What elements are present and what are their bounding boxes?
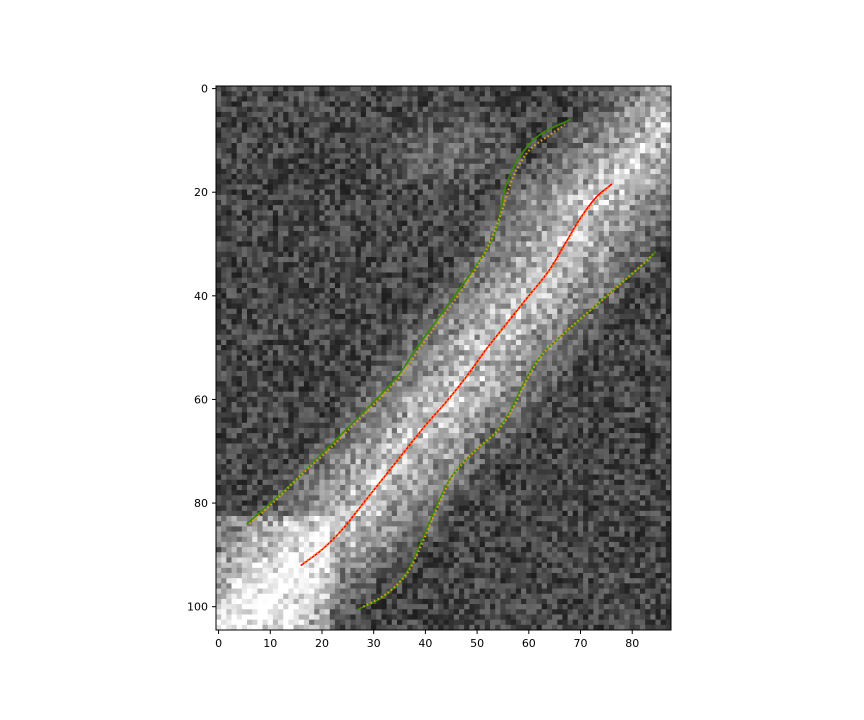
series-lower-boundary-fit — [357, 251, 657, 611]
x-tick-label: 70 — [574, 637, 588, 650]
series-lower-boundary-points — [362, 253, 654, 608]
series-upper-boundary-points — [248, 123, 566, 525]
y-tick-label: 0 — [201, 83, 208, 96]
axes-frame — [215, 85, 672, 631]
y-tick-label: 80 — [194, 497, 208, 510]
x-tick-label: 0 — [215, 637, 222, 650]
x-tick-label: 20 — [315, 637, 329, 650]
x-tick-label: 50 — [470, 637, 484, 650]
x-tick-label: 40 — [418, 637, 432, 650]
y-tick-label: 60 — [194, 393, 208, 406]
x-tick-label: 60 — [522, 637, 536, 650]
y-tick-label: 100 — [187, 601, 208, 614]
y-tick-label: 40 — [194, 290, 208, 303]
x-axis: 0 10 20 30 40 50 60 70 80 — [215, 630, 639, 650]
heatmap-image — [216, 86, 671, 630]
x-tick-label: 30 — [367, 637, 381, 650]
y-axis: 0 20 40 60 80 100 — [187, 83, 216, 614]
x-tick-label: 80 — [625, 637, 639, 650]
y-tick-label: 20 — [194, 186, 208, 199]
curve-overlays — [246, 118, 657, 611]
series-centerline-points — [303, 186, 610, 564]
x-tick-label: 10 — [263, 637, 277, 650]
series-upper-boundary-fit — [246, 118, 571, 525]
